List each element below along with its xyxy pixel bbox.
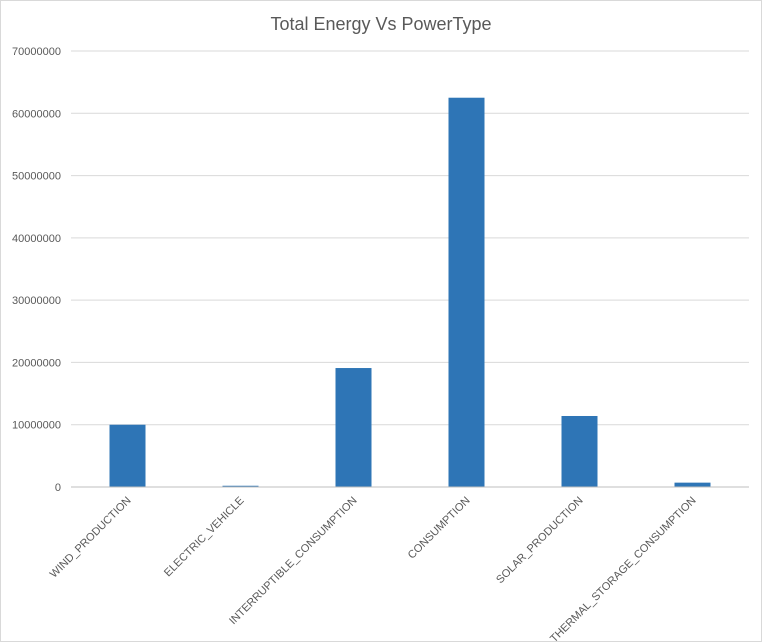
y-axis-tick-labels: 0 10000000 20000000 30000000 40000000 5000000… (12, 46, 61, 494)
bar-electric-vehicle (222, 485, 259, 487)
bar-consumption (448, 97, 485, 487)
bar-thermal-storage-consumption (674, 482, 711, 487)
y-tick-label: 60000000 (12, 108, 61, 120)
x-category-label: ELECTRIC_VEHICLE (162, 495, 247, 580)
y-tick-label: 70000000 (12, 46, 61, 58)
y-tick-label: 20000000 (12, 357, 61, 369)
x-category-label: WIND_PRODUCTION (48, 495, 134, 581)
y-tick-label: 30000000 (12, 295, 61, 307)
x-axis-category-labels: WIND_PRODUCTION ELECTRIC_VEHICLEINTERRUPT… (48, 495, 699, 641)
y-tick-label: 40000000 (12, 233, 61, 245)
chart-title: Total Energy Vs PowerType (270, 14, 491, 34)
gridlines (71, 50, 749, 426)
bar-interruptible-consumption (335, 368, 372, 487)
x-category-label: SOLAR_PRODUCTION (494, 495, 586, 587)
y-tick-label: 0 (55, 482, 61, 494)
x-category-label: CONSUMPTION (406, 495, 473, 562)
bar-solar-production (561, 415, 598, 487)
y-tick-label: 10000000 (12, 420, 61, 432)
x-category-label: INTERRUPTIBLE_CONSUMPTION (227, 495, 360, 628)
bars (109, 97, 711, 487)
y-tick-label: 50000000 (12, 171, 61, 183)
bar-wind-production (109, 424, 146, 487)
